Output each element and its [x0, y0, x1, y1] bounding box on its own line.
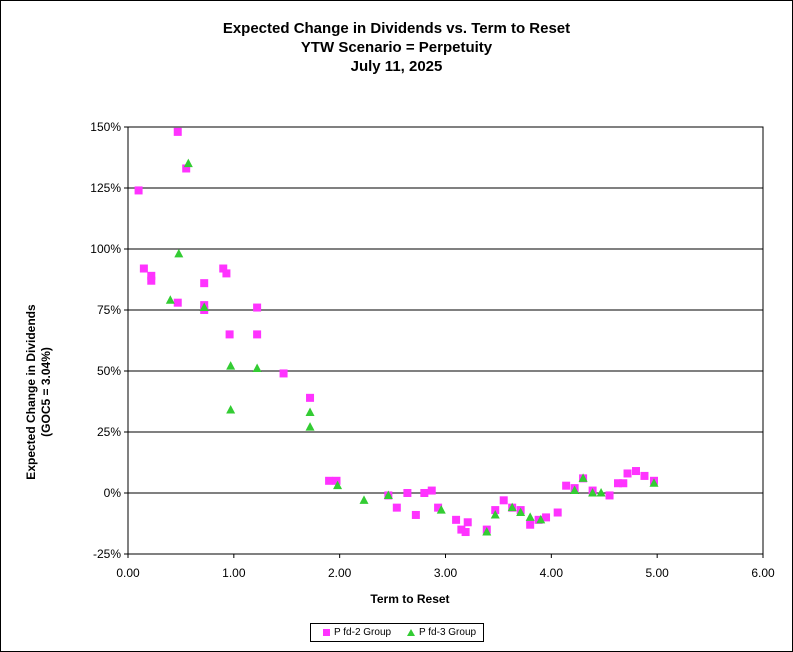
x-tick-label: 0.00 — [116, 566, 140, 580]
data-point-square — [403, 489, 412, 497]
x-tick-label: 3.00 — [434, 566, 458, 580]
data-point-square — [623, 469, 632, 478]
data-point-square — [325, 476, 334, 485]
data-point-square — [452, 515, 461, 524]
data-point-square — [306, 393, 315, 402]
data-point-triangle — [165, 295, 175, 304]
data-point-square — [222, 269, 231, 278]
data-point-square — [614, 479, 623, 488]
data-point-triangle — [482, 527, 492, 536]
y-tick-label: 75% — [97, 303, 121, 317]
y-tick-label: 50% — [97, 364, 121, 378]
chart-subtitle: YTW Scenario = Perpetuity — [300, 39, 493, 56]
data-point-square — [605, 491, 614, 500]
data-point-triangle — [536, 514, 546, 524]
y-tick-label: 150% — [90, 120, 121, 134]
data-point-square — [461, 528, 470, 537]
data-point-square — [499, 496, 508, 505]
y-tick-label: 100% — [90, 242, 121, 256]
square-marker-icon — [323, 628, 330, 636]
x-tick-label: 5.00 — [645, 566, 669, 580]
data-point-triangle — [588, 488, 598, 497]
x-axis-title: Term to Reset — [370, 592, 449, 606]
data-point-square — [182, 164, 191, 173]
data-point-triangle — [359, 495, 369, 504]
data-point-square — [200, 279, 209, 288]
data-point-square — [392, 503, 401, 512]
data-point-square — [457, 525, 466, 534]
data-point-triangle — [490, 509, 500, 519]
data-point-triangle — [174, 248, 184, 258]
y-tick-label: -25% — [93, 547, 121, 561]
data-point-triangle — [305, 407, 315, 416]
y-axis-title: Expected Change in Dividends — [24, 304, 38, 480]
data-point-triangle — [570, 485, 580, 495]
data-point-triangle — [525, 512, 535, 521]
data-point-square — [420, 489, 429, 497]
data-point-square — [427, 486, 436, 495]
data-point-square — [219, 264, 228, 273]
data-point-square — [640, 471, 649, 480]
x-tick-label: 6.00 — [751, 566, 775, 580]
plot-area — [127, 126, 764, 555]
y-tick-label: 25% — [97, 425, 121, 439]
data-point-triangle — [516, 507, 526, 517]
data-point-square — [463, 518, 472, 527]
data-point-square — [411, 510, 420, 519]
data-point-triangle — [578, 473, 588, 482]
data-point-square — [253, 303, 262, 312]
y-axis-subtitle: (GOC5 = 3.04%) — [39, 347, 53, 437]
data-point-square — [332, 476, 341, 485]
data-point-triangle — [183, 158, 193, 168]
data-point-square — [562, 481, 571, 490]
chart-date: July 11, 2025 — [350, 58, 443, 75]
data-point-triangle — [305, 422, 315, 431]
data-point-triangle — [226, 405, 236, 414]
x-tick-label: 1.00 — [222, 566, 246, 580]
data-point-square — [619, 479, 628, 488]
data-point-square — [147, 276, 156, 285]
data-point-triangle — [507, 502, 517, 512]
data-point-square — [632, 467, 640, 476]
data-point-square — [134, 186, 143, 195]
x-tick-label: 4.00 — [540, 566, 564, 580]
data-point-triangle — [649, 478, 659, 487]
data-point-square — [173, 127, 182, 136]
legend-item-pfd3: P fd-3 Group — [407, 627, 476, 639]
data-point-square — [526, 520, 535, 529]
data-point-square — [253, 330, 262, 339]
legend-label-pfd2: P fd-2 Group — [334, 627, 392, 638]
data-point-square — [279, 369, 288, 378]
chart-title: Expected Change in Dividends vs. Term to… — [222, 20, 571, 37]
legend-item-pfd2: P fd-2 Group — [323, 627, 391, 639]
data-point-square — [542, 513, 551, 522]
data-point-triangle — [436, 505, 446, 514]
x-tick-label: 2.00 — [328, 566, 352, 580]
data-point-triangle — [226, 361, 236, 370]
data-point-square — [434, 503, 443, 512]
triangle-marker-icon — [407, 628, 415, 636]
data-point-triangle — [199, 302, 209, 312]
data-point-triangle — [383, 490, 393, 499]
data-point-square — [139, 264, 148, 273]
legend-label-pfd3: P fd-3 Group — [419, 627, 477, 638]
data-point-triangle — [252, 363, 262, 373]
data-point-triangle — [333, 480, 343, 490]
y-tick-label: 125% — [90, 181, 121, 195]
data-point-square — [553, 508, 562, 517]
legend: P fd-2 Group P fd-3 Group — [310, 623, 484, 642]
data-point-square — [147, 271, 156, 280]
y-tick-label: 0% — [104, 486, 122, 500]
data-point-triangle — [596, 488, 606, 497]
data-point-square — [173, 298, 182, 307]
data-point-square — [225, 330, 234, 339]
